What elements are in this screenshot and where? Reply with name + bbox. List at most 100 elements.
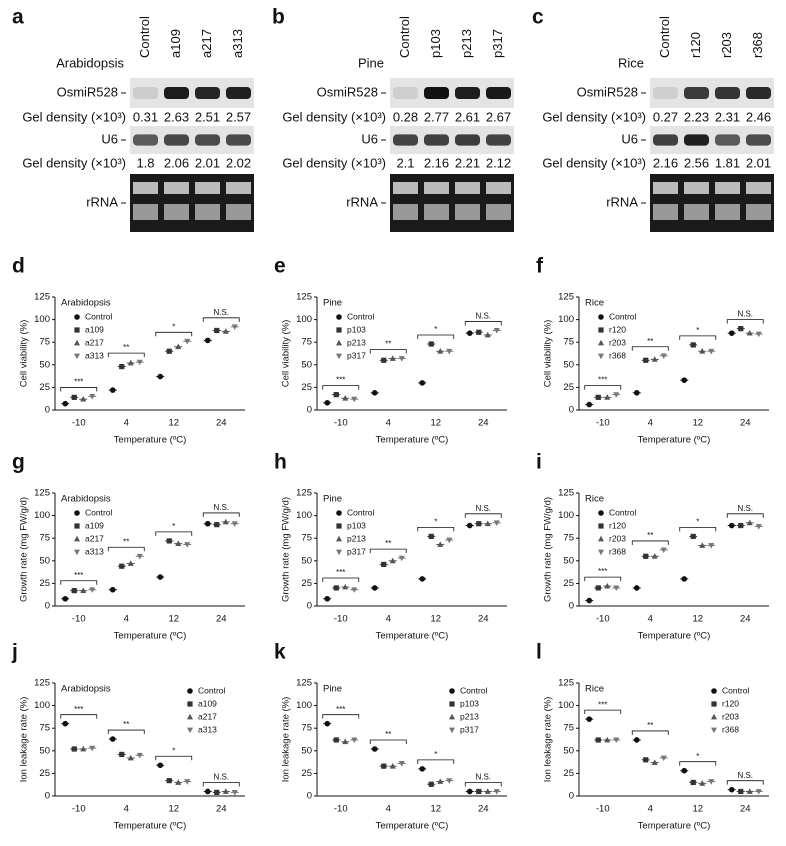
density-label: Gel density (×10³)	[282, 109, 386, 124]
legend-label: a109	[85, 324, 104, 334]
legend-label: Control	[609, 507, 637, 517]
x-tick-label: 24	[478, 418, 489, 429]
density-value: 2.23	[684, 109, 709, 124]
rrna-band	[226, 204, 251, 220]
marker	[187, 688, 193, 694]
x-tick-label: 4	[648, 418, 653, 429]
marker	[598, 523, 604, 529]
band	[455, 134, 480, 146]
x-tick-label: -10	[72, 614, 86, 625]
y-tick-label: 25	[39, 768, 50, 779]
sig-label: ***	[336, 705, 345, 714]
sig-label: **	[385, 730, 391, 739]
sig-label: ***	[74, 571, 83, 580]
rrna-band	[746, 182, 771, 194]
y-tick-label: 25	[39, 382, 50, 393]
panel-letter: j	[11, 641, 18, 664]
density-value: 2.12	[486, 155, 511, 170]
y-tick-label: 25	[563, 578, 574, 589]
sig-bracket	[155, 331, 193, 337]
marker	[336, 535, 342, 542]
marker	[598, 339, 604, 346]
sig-bracket	[679, 526, 717, 532]
x-tick-label: 12	[430, 804, 441, 815]
x-tick-label: 4	[386, 418, 391, 429]
sig-bracket	[631, 540, 669, 545]
legend-label: r120	[722, 698, 739, 708]
band	[486, 87, 511, 99]
y-tick-label: 100	[296, 314, 312, 325]
x-axis-label: Temperature (ºC)	[376, 631, 449, 642]
y-tick-label: 50	[39, 555, 50, 566]
lane-label: r203	[719, 32, 734, 58]
sig-label: N.S.	[737, 771, 753, 780]
y-tick-label: 125	[34, 488, 50, 499]
density-value: 2.02	[226, 155, 251, 170]
row-label: rRNA	[86, 194, 118, 209]
marker	[336, 327, 342, 333]
band	[486, 134, 511, 146]
marker	[336, 353, 342, 360]
marker	[711, 701, 717, 707]
x-tick-label: -10	[596, 418, 610, 429]
y-tick-label: 25	[563, 382, 574, 393]
marker	[74, 510, 80, 516]
rrna-band	[653, 182, 678, 194]
sig-bracket	[464, 782, 502, 787]
marker	[74, 523, 80, 529]
y-tick-label: 125	[558, 488, 574, 499]
sig-label: **	[647, 721, 653, 730]
rrna-band	[684, 204, 709, 220]
chart-title: Arabidopsis	[61, 298, 111, 309]
band	[133, 134, 158, 146]
density-value: 0.28	[393, 109, 418, 124]
y-tick-label: 0	[569, 601, 574, 612]
density-value: 2.46	[746, 109, 771, 124]
rrna-band	[164, 204, 189, 220]
x-tick-label: 4	[124, 614, 129, 625]
marker	[74, 535, 80, 542]
legend-label: Control	[460, 685, 488, 695]
sig-label: *	[434, 750, 437, 759]
density-value: 2.1	[396, 155, 414, 170]
y-tick-label: 75	[39, 723, 50, 734]
x-tick-label: -10	[596, 804, 610, 815]
sig-label: N.S.	[475, 504, 491, 513]
marker	[74, 549, 80, 556]
y-tick-label: 125	[296, 678, 312, 689]
sig-bracket	[155, 755, 193, 761]
rrna-band	[684, 182, 709, 194]
density-label: Gel density (×10³)	[542, 109, 646, 124]
y-tick-label: 100	[296, 700, 312, 711]
sig-label: ***	[598, 567, 607, 576]
sig-bracket	[107, 729, 145, 735]
sig-bracket	[60, 714, 98, 719]
species-label: Arabidopsis	[56, 55, 124, 70]
x-tick-label: 4	[386, 804, 391, 815]
sig-bracket	[631, 346, 669, 351]
sig-label: ***	[336, 568, 345, 577]
x-tick-label: 4	[648, 804, 653, 815]
y-tick-label: 0	[569, 791, 574, 802]
sig-label: **	[123, 720, 129, 729]
y-tick-label: 75	[301, 337, 312, 348]
sig-label: **	[123, 343, 129, 352]
density-value: 2.57	[226, 109, 251, 124]
marker	[711, 688, 717, 694]
y-tick-label: 75	[39, 337, 50, 348]
y-tick-label: 0	[569, 405, 574, 416]
legend-label: r120	[609, 324, 626, 334]
marker	[598, 353, 604, 360]
panel-letter: h	[274, 451, 287, 474]
y-tick-label: 100	[558, 314, 574, 325]
lane-label: a313	[230, 29, 245, 58]
sig-bracket	[679, 761, 717, 766]
row-label: U6	[621, 131, 638, 146]
sig-bracket	[322, 577, 360, 583]
chart-title: Pine	[323, 494, 342, 505]
legend-label: Control	[609, 311, 637, 321]
sig-label: ***	[74, 705, 83, 714]
rrna-band	[715, 204, 740, 220]
lane-label: Control	[137, 16, 152, 58]
y-axis-label: Ion leakage rate (%)	[543, 697, 554, 783]
